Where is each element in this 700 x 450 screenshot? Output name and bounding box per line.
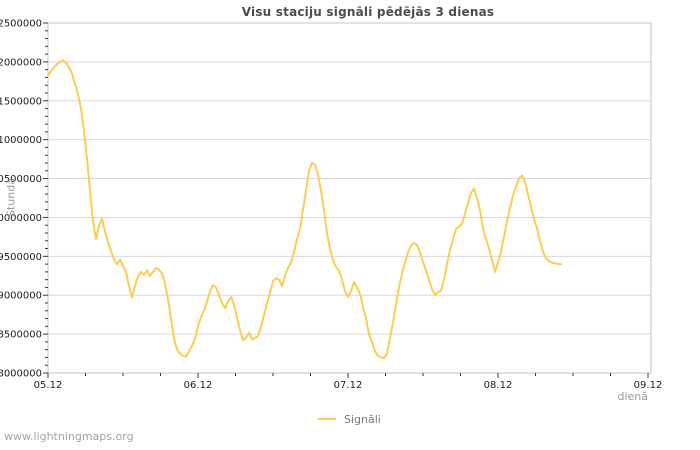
legend-series-label: Signāli — [344, 412, 381, 426]
plot-border — [47, 22, 652, 374]
legend-line-swatch — [318, 418, 336, 420]
y-tick-label: 11500000 — [0, 96, 42, 107]
y-tick-label: 8500000 — [0, 330, 42, 341]
x-tick-label: 08.12 — [484, 380, 513, 391]
x-tick-label: 05.12 — [34, 380, 63, 391]
watermark-text: www.lightningmaps.org — [4, 430, 134, 443]
y-axis-label: Stundā — [4, 178, 18, 217]
x-tick-label: 09.12 — [634, 380, 663, 391]
y-tick-label: 9500000 — [0, 252, 42, 263]
signals-line — [47, 59, 562, 360]
legend: Signāli — [318, 412, 381, 426]
x-tick-label: 07.12 — [334, 380, 363, 391]
y-tick-label: 11000000 — [0, 135, 42, 146]
x-tick-label: 06.12 — [184, 380, 213, 391]
y-tick-label: 8000000 — [0, 369, 42, 380]
y-tick-label: 9000000 — [0, 291, 42, 302]
x-axis-label: dienā — [617, 390, 648, 403]
y-tick-label: 12000000 — [0, 57, 42, 68]
y-tick-label: 10500000 — [0, 174, 42, 185]
chart-title: Visu staciju signāli pēdējās 3 dienas — [241, 5, 495, 19]
y-tick-label: 12500000 — [0, 19, 42, 30]
